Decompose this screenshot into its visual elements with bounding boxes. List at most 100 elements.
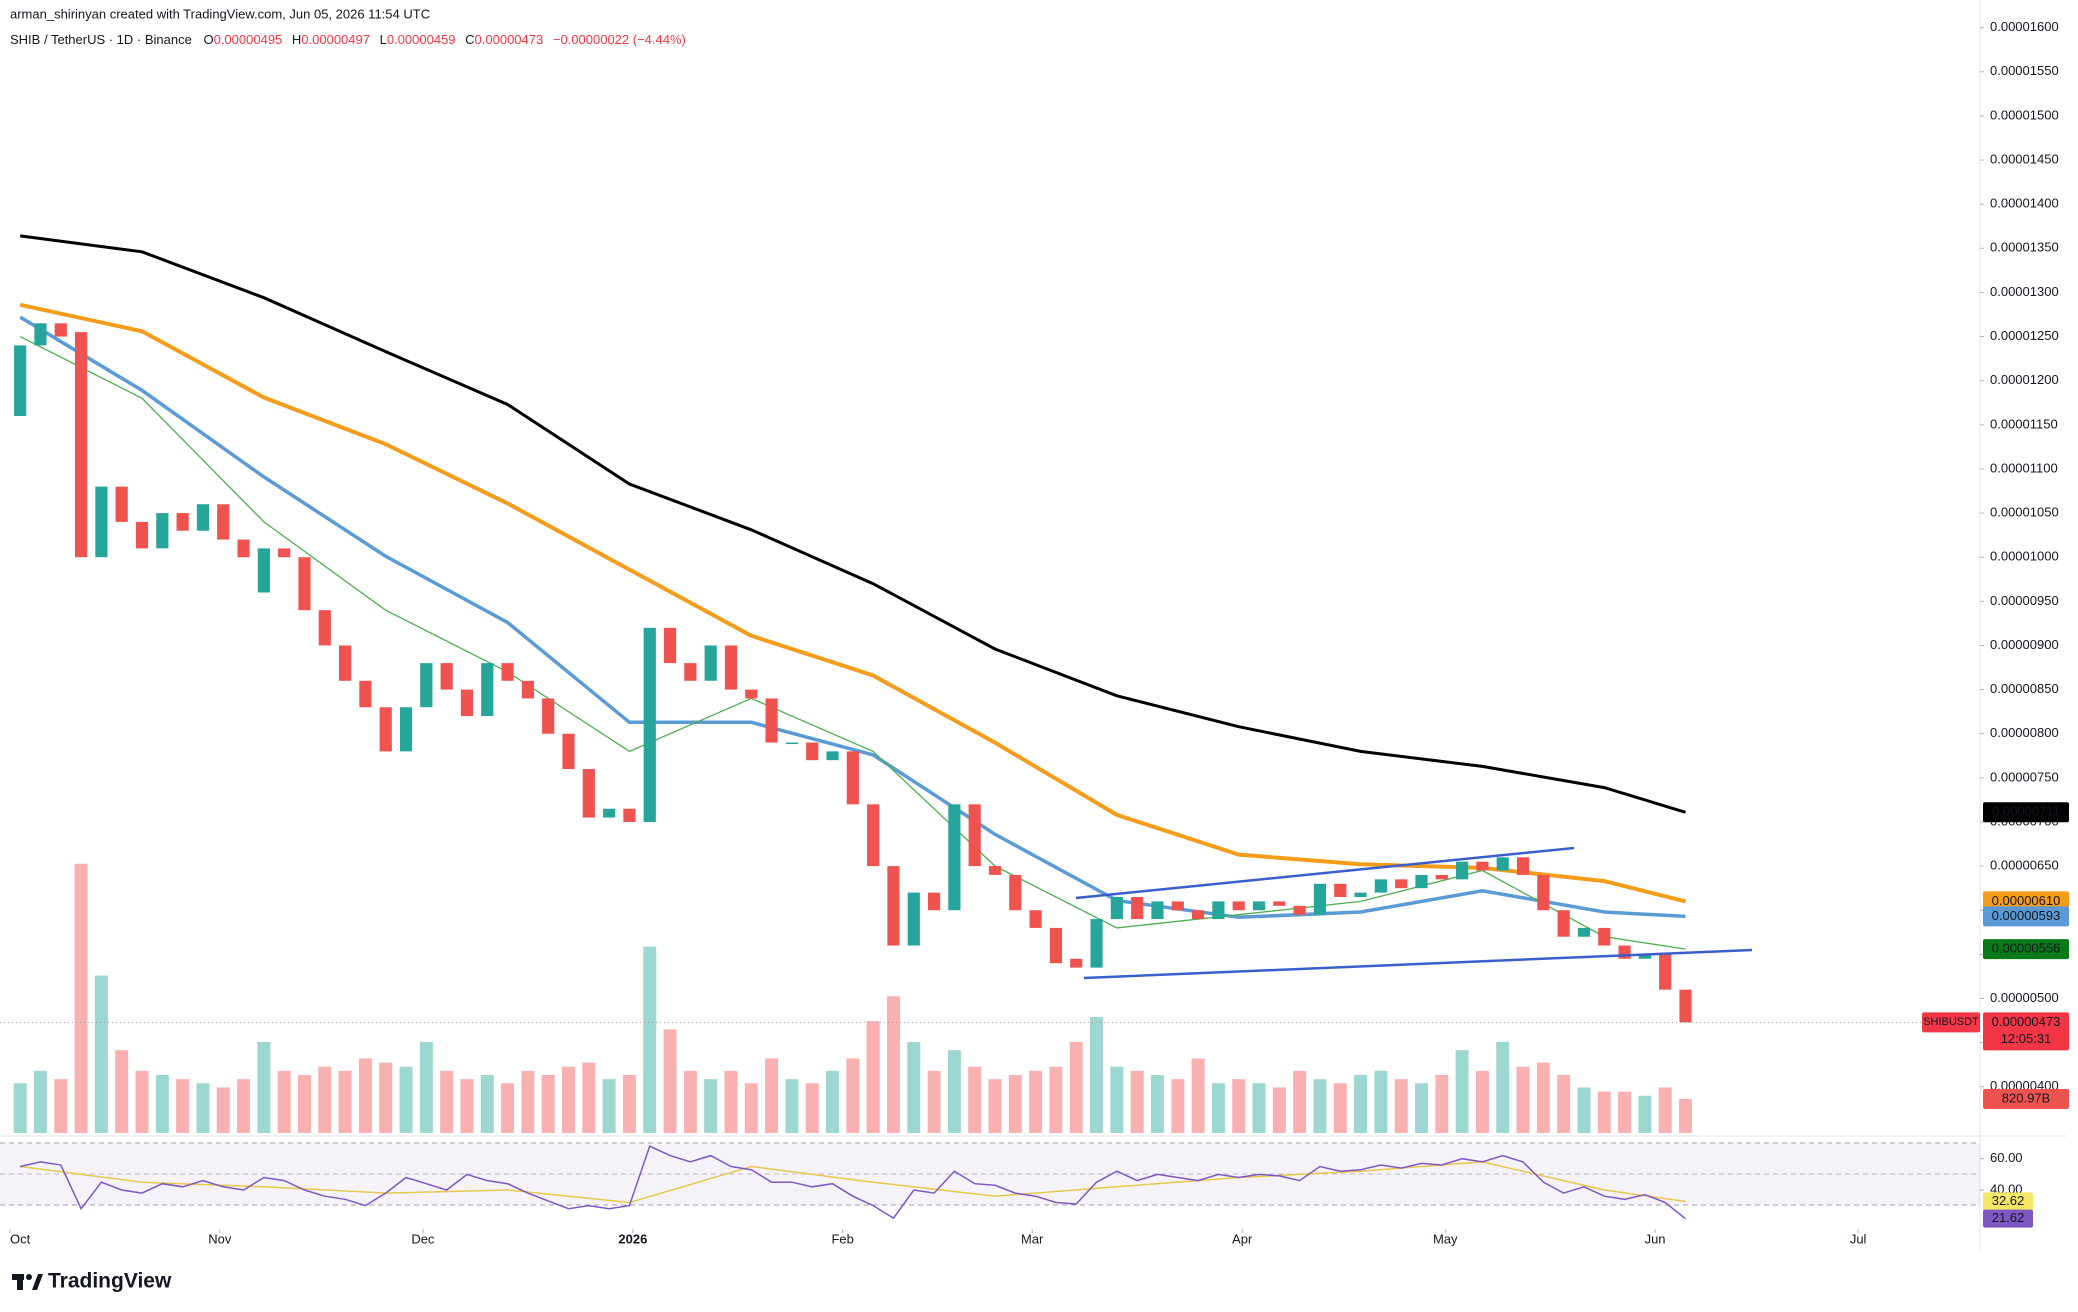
candle: [846, 751, 859, 805]
ohlc-value: 0.00000459: [387, 32, 456, 47]
volume-bar: [886, 996, 900, 1133]
moving-average: [20, 234, 1686, 814]
moving-average: [19, 315, 1686, 920]
symbol-line: SHIB / TetherUS · 1D · Binance O0.000004…: [10, 32, 686, 47]
volume-bar: [765, 1058, 779, 1133]
volume-bar: [318, 1066, 332, 1133]
candle: [1516, 857, 1530, 875]
candle: [562, 733, 575, 770]
volume-bar: [1049, 1066, 1063, 1133]
candle: [1131, 897, 1144, 920]
volume-bar: [338, 1070, 352, 1133]
candle: [34, 323, 47, 346]
volume-bar: [785, 1079, 799, 1133]
volume-bar: [480, 1075, 494, 1133]
candle: [1395, 879, 1408, 889]
candle: [1659, 954, 1672, 990]
candle: [542, 698, 555, 734]
volume-bar: [33, 1070, 47, 1133]
rsi-ma-tag: 32.62: [1992, 1193, 2025, 1208]
candle: [1496, 857, 1509, 871]
volume-bar: [196, 1083, 210, 1133]
candle: [278, 548, 291, 558]
candle: [1476, 861, 1489, 871]
candle: [1557, 910, 1570, 937]
volume-bar: [582, 1062, 596, 1133]
candle: [1537, 874, 1550, 911]
ma-tag: 0.00000593: [1992, 908, 2061, 923]
volume-bar: [1374, 1070, 1388, 1133]
candle: [176, 513, 189, 531]
candle: [1232, 901, 1245, 911]
rsi-tag: 21.62: [1992, 1210, 2025, 1225]
logo-icon: [17, 1274, 23, 1290]
volume-bar: [968, 1066, 982, 1133]
candle: [95, 486, 108, 558]
change: −0.00000022 (−4.44%): [553, 32, 686, 47]
volume-bar: [257, 1041, 271, 1133]
candle: [765, 698, 778, 743]
volume-bar: [1029, 1070, 1043, 1133]
volume-bar: [13, 1083, 27, 1133]
candle: [745, 689, 758, 699]
trend-line: [1075, 846, 1575, 900]
volume-bar: [1557, 1075, 1571, 1133]
ma-tag-bg: [1983, 906, 2069, 927]
ma-tag: 0.00000711: [1992, 804, 2060, 819]
volume-bar: [947, 1050, 961, 1133]
candle: [867, 804, 880, 867]
y-tick-label: 0.00001250: [1990, 328, 2059, 343]
volume-bar: [541, 1075, 555, 1133]
x-tick-label: Mar: [1021, 1231, 1044, 1246]
volume-bar: [1394, 1079, 1408, 1133]
volume-bar: [1211, 1083, 1225, 1133]
volume-bar: [1293, 1070, 1307, 1133]
volume-bar: [115, 1050, 129, 1133]
logo: TradingView: [12, 1270, 172, 1293]
ohlc-value: 0.00000497: [301, 32, 370, 47]
volume-bar: [1414, 1083, 1428, 1133]
x-tick-label: Oct: [10, 1231, 31, 1246]
volume-bar: [1435, 1075, 1449, 1133]
candle: [1679, 989, 1692, 1023]
rsi-tick-label: 60.00: [1990, 1150, 2023, 1165]
y-tick-label: 0.00000500: [1990, 990, 2059, 1005]
candle: [54, 323, 67, 337]
rsi-ma-tag-bg: [1983, 1192, 2033, 1211]
candle: [826, 751, 839, 761]
logo-icon: [26, 1274, 32, 1280]
volume-bar: [1536, 1062, 1550, 1133]
volume-bar: [277, 1070, 291, 1133]
y-tick-label: 0.00000650: [1990, 858, 2059, 873]
ohlc-key: C: [465, 32, 474, 47]
candle: [135, 521, 149, 549]
volume-bar: [643, 946, 657, 1133]
candle: [196, 504, 210, 531]
rsi-tag-bg: [1983, 1209, 2033, 1228]
candle: [115, 486, 128, 522]
y-tick-label: 0.00001550: [1990, 63, 2059, 78]
x-tick-label: Apr: [1232, 1231, 1253, 1246]
candle: [1374, 879, 1387, 893]
volume-bar: [724, 1070, 738, 1133]
volume-bar: [1069, 1041, 1083, 1133]
y-tick-label: 0.00000850: [1990, 681, 2059, 696]
volume-bar: [460, 1079, 474, 1133]
candle: [684, 663, 697, 681]
volume-bar: [1516, 1066, 1530, 1133]
candle: [318, 610, 331, 646]
volume-bar: [155, 1075, 169, 1133]
moving-average: [19, 336, 1686, 950]
countdown: 12:05:31: [2001, 1031, 2052, 1046]
candle: [1090, 919, 1103, 968]
y-tick-label: 0.00001150: [1990, 416, 2058, 431]
candle: [1415, 874, 1428, 889]
candle: [257, 548, 270, 593]
x-tick-label: Jun: [1645, 1231, 1666, 1246]
volume-bar: [1252, 1083, 1266, 1133]
volume-bar: [399, 1066, 413, 1133]
candle: [1009, 874, 1022, 911]
price-tag: 0.00000473: [1992, 1014, 2061, 1029]
candle: [887, 866, 900, 946]
candle: [724, 645, 738, 690]
